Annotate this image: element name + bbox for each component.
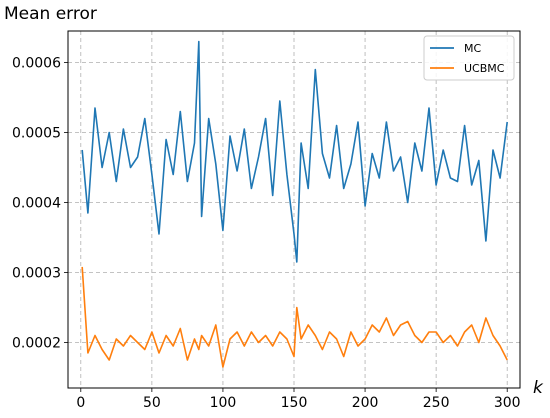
y-tick-label: 0.0006 xyxy=(12,56,61,72)
x-tick-label: 50 xyxy=(143,395,161,411)
x-tick-label: 150 xyxy=(281,395,308,411)
x-axis-label: k xyxy=(533,378,543,398)
legend-label: MC xyxy=(464,42,481,55)
legend-label: UCBMC xyxy=(464,62,505,75)
legend-box xyxy=(423,35,515,81)
y-axis-label: Mean error xyxy=(4,4,97,24)
series-lines xyxy=(81,40,508,368)
series-line-mc xyxy=(81,40,508,263)
ticks: 0 50 100 150 200 250 300 0.0002 0.0003 0.0004 0.00… xyxy=(12,56,521,412)
x-tick-label: 100 xyxy=(210,395,237,411)
y-tick-label: 0.0005 xyxy=(12,126,61,142)
x-tick-label: 250 xyxy=(423,395,450,411)
y-tick-label: 0.0003 xyxy=(12,266,61,282)
x-tick-label: 300 xyxy=(494,395,521,411)
series-line-ucbmc xyxy=(81,266,508,368)
x-tick-label: 200 xyxy=(352,395,379,411)
y-tick-label: 0.0002 xyxy=(12,336,61,352)
grid xyxy=(68,31,520,388)
x-tick-label: 0 xyxy=(76,395,85,411)
y-tick-label: 0.0004 xyxy=(12,196,61,212)
legend: MC UCBMC xyxy=(423,35,515,81)
